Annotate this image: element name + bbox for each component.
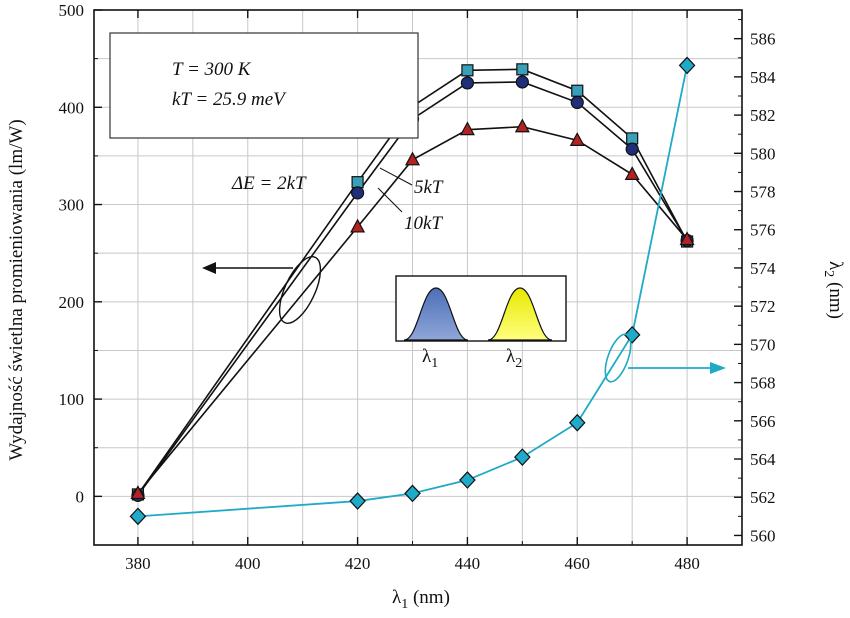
y-left-tick-label: 400 — [59, 98, 85, 117]
ticks: 380 400 420 440 460 480 0 100 200 300 400 500 560 562… — [59, 1, 777, 573]
marker-square — [461, 64, 474, 77]
label-2kt: ΔE = 2kT — [231, 173, 307, 194]
y-right-tick-label: 586 — [750, 30, 776, 49]
leader-10kt — [377, 187, 403, 213]
y-right-tick-label: 560 — [750, 526, 776, 545]
x-tick-label: 460 — [565, 554, 591, 573]
marker-circle — [460, 76, 475, 90]
spectra-inset: λ1 λ2 — [395, 275, 567, 371]
info-box-kt: kT = 25.9 meV — [172, 89, 287, 110]
marker-triangle — [405, 151, 421, 166]
series-line — [137, 125, 688, 494]
marker-circle — [350, 186, 365, 200]
y-right-tick-label: 564 — [750, 450, 776, 469]
marker-triangle — [350, 218, 366, 233]
marker-triangle — [130, 485, 146, 500]
x-axis-title: λ1 (nm) — [392, 587, 450, 612]
series-line — [137, 65, 688, 518]
y-right-axis-title: λ2 (nm) — [821, 261, 846, 319]
y-right-tick-label: 566 — [750, 412, 776, 431]
marker-diamond — [514, 448, 531, 466]
y-right-tick-label: 574 — [750, 259, 776, 278]
x-tick-label: 380 — [125, 554, 151, 573]
x-tick-label: 400 — [235, 554, 261, 573]
y-right-tick-label: 582 — [750, 106, 776, 125]
marker-diamond — [568, 413, 586, 432]
marker-diamond — [404, 484, 421, 503]
inset-lambda2-label: λ2 — [506, 346, 522, 371]
y-right-tick-label: 570 — [750, 335, 776, 354]
y-right-tick-label: 580 — [750, 144, 776, 163]
marker-triangle — [569, 132, 585, 146]
marker-diamond — [459, 471, 476, 489]
y-left-tick-label: 200 — [59, 293, 85, 312]
x-tick-label: 420 — [345, 554, 371, 573]
left-group-ellipse — [278, 256, 322, 324]
series-line — [137, 68, 688, 495]
label-10kt: 10kT — [404, 213, 443, 234]
marker-triangle — [679, 231, 695, 246]
y-left-tick-label: 300 — [59, 196, 85, 215]
marker-diamond — [349, 492, 366, 510]
info-box — [109, 32, 419, 139]
marker-circle — [515, 75, 529, 89]
marker-diamond — [678, 56, 696, 75]
marker-diamond — [129, 507, 147, 526]
marker-square — [571, 84, 584, 97]
right-axis-arrowhead — [710, 362, 726, 374]
y-left-axis-title: Wydajność świetlna promieniowania (lm/W) — [6, 119, 27, 460]
series-markers — [129, 56, 696, 526]
y-right-tick-label: 576 — [750, 221, 776, 240]
marker-triangle — [514, 118, 530, 133]
marker-square — [351, 176, 364, 189]
plot-frame — [93, 9, 743, 546]
label-5kt: 5kT — [414, 177, 444, 198]
series-line — [137, 81, 688, 496]
y-right-tick-label: 568 — [750, 374, 776, 393]
y-right-tick-label: 562 — [750, 488, 776, 507]
marker-diamond — [623, 325, 641, 344]
info-box-temperature: T = 300 K — [172, 59, 252, 80]
marker-circle — [570, 95, 584, 110]
leader-5kt — [379, 167, 413, 186]
left-axis-arrowhead — [202, 262, 216, 274]
y-right-tick-label: 584 — [750, 68, 776, 87]
marker-square — [626, 132, 639, 145]
inset-lambda1-label: λ1 — [422, 346, 438, 371]
marker-triangle — [459, 121, 475, 136]
marker-circle — [625, 142, 639, 156]
series-lines — [137, 65, 688, 518]
y-right-tick-label: 572 — [750, 297, 776, 316]
inset-peak-lambda2 — [487, 287, 553, 341]
y-left-tick-label: 0 — [76, 487, 85, 506]
x-tick-label: 480 — [674, 554, 700, 573]
y-left-tick-label: 500 — [59, 1, 85, 20]
y-right-tick-label: 578 — [750, 183, 776, 202]
y-left-tick-label: 100 — [59, 390, 85, 409]
right-group-ellipse — [604, 333, 632, 383]
marker-triangle — [624, 166, 640, 180]
inset-peak-lambda1 — [403, 287, 469, 341]
marker-square — [516, 63, 529, 76]
x-tick-label: 440 — [455, 554, 481, 573]
